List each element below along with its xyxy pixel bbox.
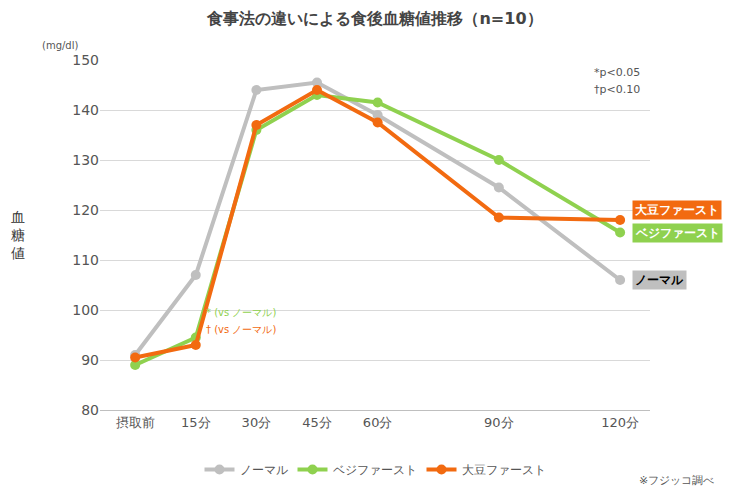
svg-text:※フジッコ調べ: ※フジッコ調べ — [639, 474, 714, 487]
svg-text:120: 120 — [72, 202, 99, 218]
svg-text:120分: 120分 — [601, 415, 639, 430]
svg-text:130: 130 — [72, 152, 99, 168]
svg-text:45分: 45分 — [302, 415, 332, 430]
svg-text:ノーマル: ノーマル — [635, 273, 684, 287]
svg-text:* (vs ノーマル): * (vs ノーマル) — [206, 307, 276, 318]
svg-text:大豆ファースト: 大豆ファースト — [635, 203, 719, 217]
svg-text:15分: 15分 — [181, 415, 211, 430]
svg-text:30分: 30分 — [242, 415, 272, 430]
svg-text:140: 140 — [72, 102, 99, 118]
svg-text:150: 150 — [72, 52, 99, 68]
svg-text:110: 110 — [72, 252, 99, 268]
svg-text:† (vs ノーマル): † (vs ノーマル) — [206, 324, 276, 335]
svg-text:(mg/dl): (mg/dl) — [42, 40, 78, 51]
svg-text:ノーマル: ノーマル — [240, 463, 288, 477]
svg-text:80: 80 — [81, 402, 99, 418]
svg-text:*p<0.05: *p<0.05 — [594, 66, 640, 79]
svg-text:食事法の違いによる食後血糖値推移（n=10）: 食事法の違いによる食後血糖値推移（n=10） — [206, 9, 542, 28]
svg-text:90: 90 — [81, 352, 99, 368]
svg-text:摂取前: 摂取前 — [116, 415, 155, 430]
svg-text:90分: 90分 — [484, 415, 514, 430]
svg-text:血糖値: 血糖値 — [11, 209, 25, 261]
svg-text:ベジファースト: ベジファースト — [333, 463, 417, 477]
svg-text:†p<0.10: †p<0.10 — [594, 83, 640, 96]
svg-text:60分: 60分 — [363, 415, 393, 430]
svg-text:100: 100 — [72, 302, 99, 318]
svg-text:大豆ファースト: 大豆ファースト — [462, 463, 546, 477]
svg-text:ベジファースト: ベジファースト — [635, 226, 720, 240]
